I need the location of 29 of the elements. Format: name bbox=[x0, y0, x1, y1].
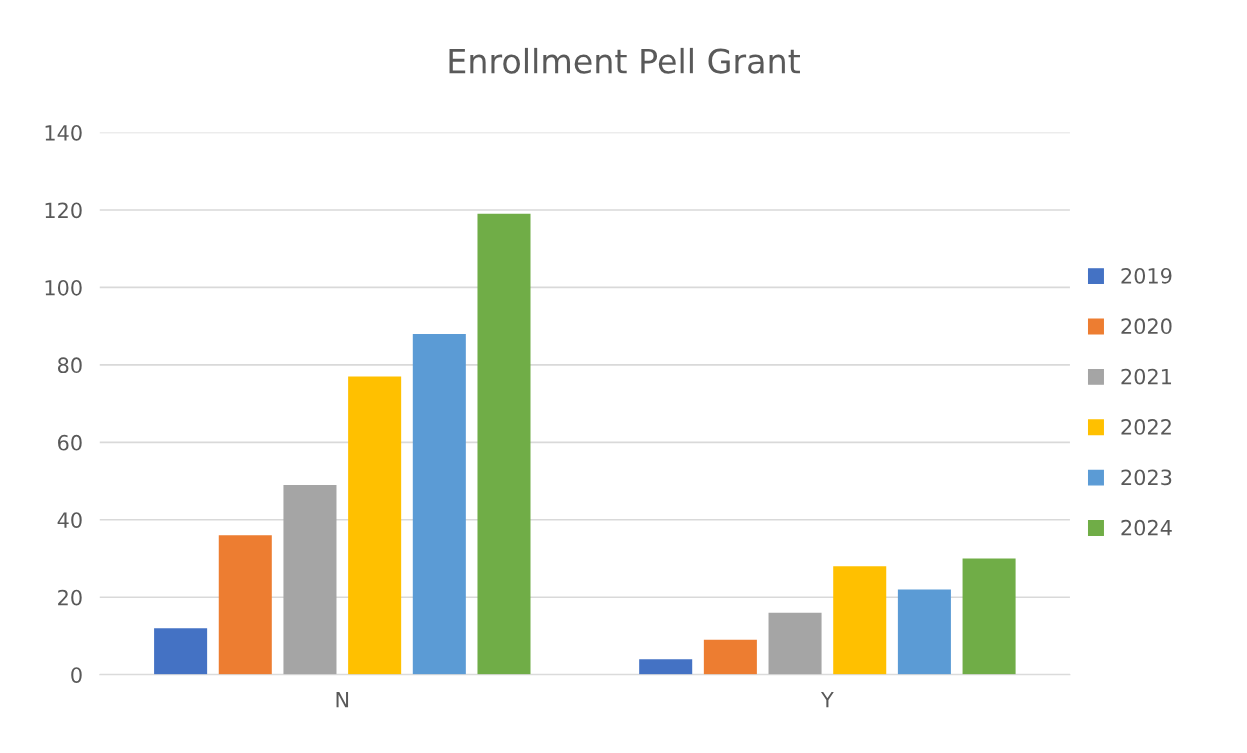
legend-label: 2023 bbox=[1121, 469, 1172, 486]
y-tick-label: 120 bbox=[45, 202, 82, 219]
legend-label: 2021 bbox=[1121, 368, 1172, 385]
bar bbox=[218, 535, 272, 675]
x-tick-label: N bbox=[336, 692, 349, 708]
legend-label: 2019 bbox=[1121, 267, 1172, 284]
bar bbox=[477, 213, 531, 675]
y-tick-label: 80 bbox=[58, 357, 82, 374]
bar bbox=[833, 566, 887, 675]
bar bbox=[283, 484, 337, 675]
chart-title: Enrollment Pell Grant bbox=[449, 47, 800, 74]
legend-label: 2020 bbox=[1121, 318, 1172, 335]
y-tick-label: 100 bbox=[45, 279, 82, 296]
legend-label: 2024 bbox=[1121, 519, 1172, 536]
bar bbox=[897, 589, 951, 675]
bar bbox=[703, 639, 757, 675]
y-tick-label: 0 bbox=[71, 667, 82, 683]
y-tick-label: 20 bbox=[58, 589, 82, 606]
x-tick-label: Y bbox=[820, 692, 834, 708]
y-tick-label: 40 bbox=[57, 512, 82, 528]
bar bbox=[412, 333, 466, 675]
y-tick-label: 60 bbox=[58, 434, 82, 451]
bar bbox=[768, 612, 822, 675]
bar bbox=[962, 558, 1016, 675]
y-tick-label: 140 bbox=[45, 124, 82, 141]
legend-label: 2022 bbox=[1121, 419, 1171, 435]
bar bbox=[154, 628, 208, 675]
bar bbox=[639, 659, 693, 675]
bar bbox=[348, 376, 402, 675]
